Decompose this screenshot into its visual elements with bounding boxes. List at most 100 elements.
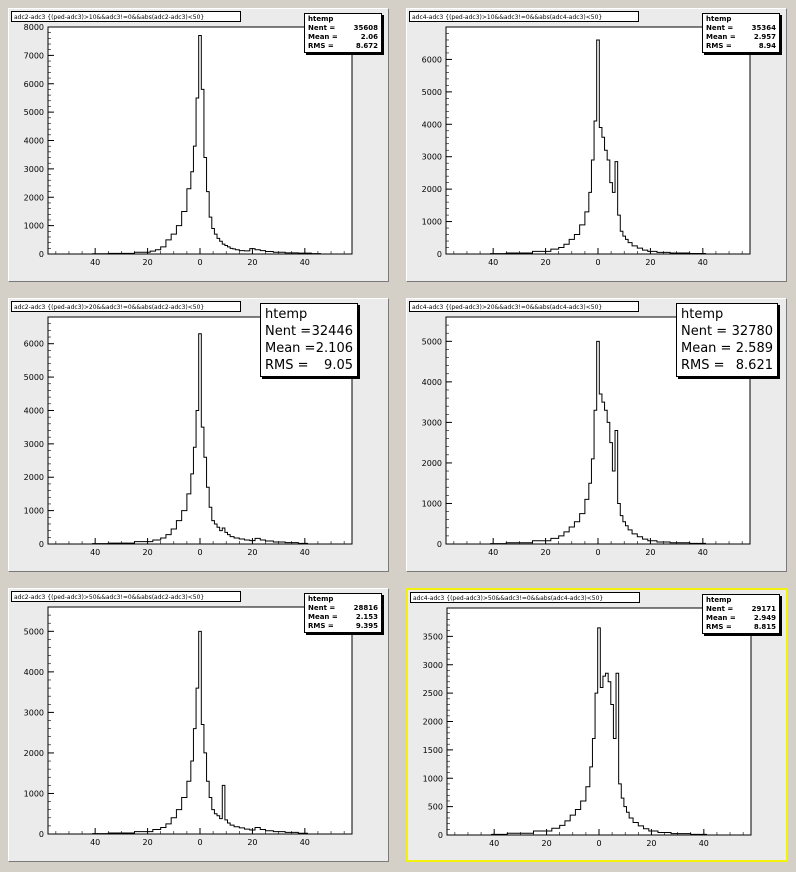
stats-box[interactable]: htemp Nent = 35364 Mean = 2.957 RMS = 8.94 bbox=[702, 13, 780, 53]
stats-box[interactable]: htemp Nent = 32446 Mean = 2.106 RMS = 9.05 bbox=[260, 303, 358, 377]
histogram-line bbox=[490, 340, 706, 545]
stats-nent-value: 32780 bbox=[731, 324, 773, 339]
stats-name-label: htemp bbox=[308, 595, 334, 603]
stats-box[interactable]: htemp Nent = 35608 Mean = 2.06 RMS = 8.672 bbox=[304, 13, 382, 53]
stats-nent: Nent = 35608 bbox=[308, 24, 378, 33]
stats-mean-value: 2.153 bbox=[355, 613, 378, 621]
stats-mean-label: Mean = bbox=[308, 613, 338, 621]
stats-rms-value: 8.94 bbox=[758, 42, 776, 50]
stats-mean-label: Mean = bbox=[681, 341, 732, 356]
y-tick-label: 3000 bbox=[423, 661, 443, 670]
stats-box[interactable]: htemp Nent = 32780 Mean = 2.589 RMS = 8.621 bbox=[676, 303, 778, 377]
stats-mean-value: 2.957 bbox=[753, 33, 776, 41]
histogram-title: adc4-adc3 {(ped-adc3)>10&&adc3!=0&&abs(a… bbox=[409, 11, 639, 22]
y-tick-label: 5000 bbox=[422, 88, 442, 97]
stats-rms-value: 9.05 bbox=[324, 358, 353, 373]
stats-name-label: htemp bbox=[706, 15, 732, 23]
y-tick-label: 3000 bbox=[422, 418, 442, 427]
y-tick-label: 5000 bbox=[24, 108, 44, 117]
stats-box[interactable]: htemp Nent = 28816 Mean = 2.153 RMS = 9.395 bbox=[304, 593, 382, 633]
stats-rms-value: 8.621 bbox=[735, 358, 773, 373]
y-tick-label: 5000 bbox=[422, 337, 442, 346]
y-tick-label: 5000 bbox=[24, 373, 44, 382]
y-tick-label: 4000 bbox=[422, 120, 442, 129]
stats-name-label: htemp bbox=[265, 307, 308, 322]
x-tick-label: 20 bbox=[247, 548, 257, 557]
stats-rms-label: RMS = bbox=[706, 42, 732, 50]
stats-rms-value: 9.395 bbox=[355, 622, 378, 630]
histogram-svg: 0 1000 2000 3000 4000 5000 6000 7000 8000 40 20 0 20… bbox=[24, 23, 353, 267]
stats-name: htemp bbox=[681, 306, 773, 323]
x-tick-label: 40 bbox=[90, 838, 100, 847]
stats-mean-label: Mean = bbox=[308, 33, 338, 41]
stats-nent-label: Nent = bbox=[681, 324, 728, 339]
y-tick-label: 2000 bbox=[422, 459, 442, 468]
stats-box[interactable]: htemp Nent = 29171 Mean = 2.949 RMS = 8.815 bbox=[702, 594, 780, 634]
x-tick-label: 20 bbox=[540, 548, 550, 557]
stats-rms: RMS = 8.621 bbox=[681, 357, 773, 374]
histogram-title: adc2-adc3 {(ped-adc3)>20&&adc3!=0&&abs(a… bbox=[11, 301, 241, 312]
y-tick-label: 3000 bbox=[24, 708, 44, 717]
stats-name-label: htemp bbox=[706, 596, 732, 604]
x-tick-label: 0 bbox=[595, 548, 600, 557]
histogram-pad-2[interactable]: 0 1000 2000 3000 4000 5000 6000 40 20 0 20 40 adc4-a… bbox=[406, 8, 787, 282]
stats-nent-label: Nent = bbox=[706, 24, 734, 32]
stats-mean-label: Mean = bbox=[706, 33, 736, 41]
y-tick-label: 500 bbox=[428, 803, 443, 812]
x-tick-label: 40 bbox=[698, 548, 708, 557]
y-tick-label: 4000 bbox=[422, 378, 442, 387]
histogram-pad-5[interactable]: 0 1000 2000 3000 4000 5000 40 20 0 20 40 adc2-adc3 … bbox=[8, 588, 389, 862]
histogram-pad-4[interactable]: 0 1000 2000 3000 4000 5000 40 20 0 20 40 adc4-adc3 … bbox=[406, 298, 787, 572]
stats-nent: Nent = 32780 bbox=[681, 323, 773, 340]
y-tick-label: 0 bbox=[39, 250, 44, 259]
stats-nent-value: 35364 bbox=[751, 24, 776, 32]
stats-mean: Mean = 2.949 bbox=[706, 614, 776, 623]
stats-mean-value: 2.06 bbox=[360, 33, 378, 41]
histogram-line bbox=[491, 627, 707, 835]
y-tick-label: 1000 bbox=[422, 218, 442, 227]
histogram-pad-3[interactable]: 0 1000 2000 3000 4000 5000 6000 40 20 0 20 40 adc2-a… bbox=[8, 298, 389, 572]
stats-nent: Nent = 28816 bbox=[308, 604, 378, 613]
stats-name: htemp bbox=[308, 595, 378, 604]
x-tick-label: 40 bbox=[90, 258, 100, 267]
stats-nent: Nent = 32446 bbox=[265, 323, 353, 340]
stats-rms-label: RMS = bbox=[308, 42, 334, 50]
y-tick-label: 0 bbox=[39, 830, 44, 839]
y-tick-label: 0 bbox=[437, 250, 442, 259]
stats-rms: RMS = 8.672 bbox=[308, 42, 378, 51]
x-tick-label: 40 bbox=[300, 838, 310, 847]
stats-nent-label: Nent = bbox=[308, 604, 336, 612]
stats-mean: Mean = 2.153 bbox=[308, 613, 378, 622]
y-tick-label: 2000 bbox=[24, 193, 44, 202]
stats-rms-value: 8.672 bbox=[355, 42, 378, 50]
y-tick-label: 5000 bbox=[24, 627, 44, 636]
histogram-svg: 0 1000 2000 3000 4000 5000 40 20 0 20 40 bbox=[24, 606, 353, 847]
histogram-pad-1[interactable]: 0 1000 2000 3000 4000 5000 6000 7000 8000 40 20 0 20… bbox=[8, 8, 389, 282]
stats-mean-value: 2.949 bbox=[753, 614, 776, 622]
x-tick-label: 20 bbox=[247, 838, 257, 847]
y-tick-label: 4000 bbox=[24, 668, 44, 677]
y-tick-label: 2500 bbox=[423, 689, 443, 698]
stats-nent-value: 35608 bbox=[353, 24, 378, 32]
stats-name-label: htemp bbox=[308, 15, 334, 23]
y-tick-label: 2000 bbox=[423, 718, 443, 727]
y-tick-label: 0 bbox=[39, 540, 44, 549]
stats-nent-label: Nent = bbox=[308, 24, 336, 32]
stats-rms-label: RMS = bbox=[265, 358, 309, 373]
y-tick-label: 1000 bbox=[423, 774, 443, 783]
stats-rms-value: 8.815 bbox=[753, 623, 776, 631]
stats-mean: Mean = 2.106 bbox=[265, 340, 353, 357]
y-tick-label: 6000 bbox=[24, 340, 44, 349]
y-tick-label: 4000 bbox=[24, 406, 44, 415]
plot-frame bbox=[47, 606, 353, 835]
y-tick-label: 7000 bbox=[24, 51, 44, 60]
x-tick-label: 40 bbox=[699, 839, 709, 848]
histogram-line bbox=[490, 39, 706, 255]
x-tick-label: 20 bbox=[645, 548, 655, 557]
plot-frame bbox=[445, 26, 751, 255]
histogram-pad-6[interactable]: 0 500 1000 1500 2000 2500 3000 3500 40 20 0 20 40 adc… bbox=[406, 588, 788, 862]
histogram-title: adc4-adc3 {(ped-adc3)>20&&adc3!=0&&abs(a… bbox=[409, 301, 639, 312]
stats-name: htemp bbox=[265, 306, 353, 323]
y-tick-label: 3000 bbox=[24, 440, 44, 449]
y-tick-label: 1000 bbox=[422, 499, 442, 508]
